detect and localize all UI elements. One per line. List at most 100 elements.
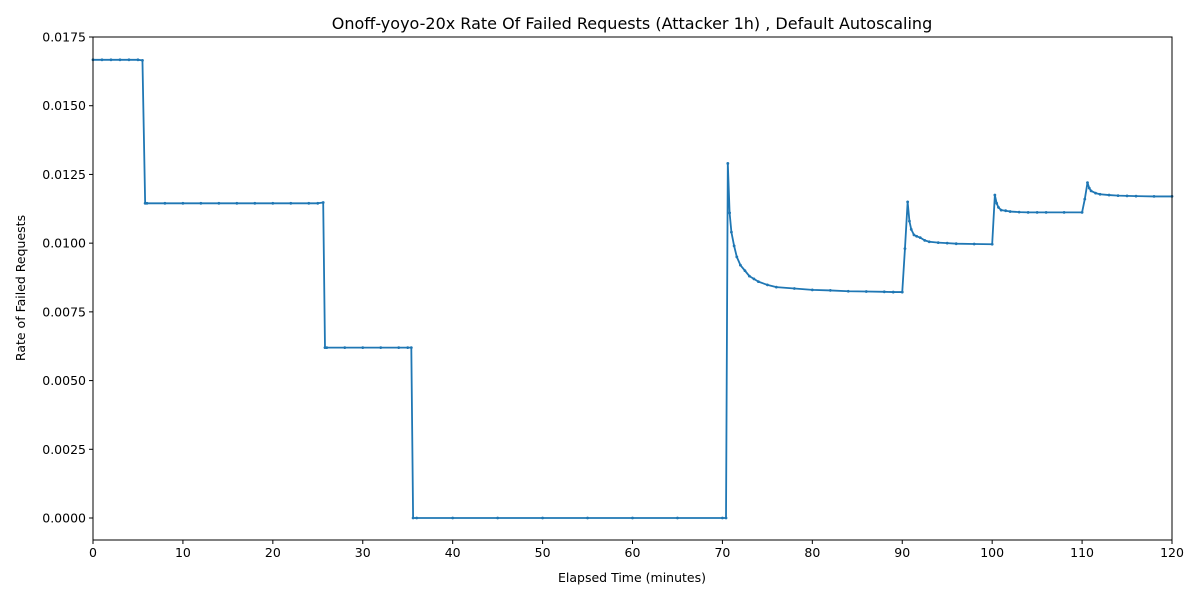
data-point bbox=[912, 233, 916, 237]
data-point bbox=[1062, 210, 1066, 214]
y-tick-label-6: 0.0150 bbox=[42, 98, 86, 113]
data-point bbox=[541, 516, 544, 520]
data-point bbox=[810, 288, 814, 292]
data-point bbox=[828, 289, 832, 292]
data-point bbox=[732, 244, 736, 248]
data-point bbox=[1017, 210, 1021, 214]
data-point bbox=[756, 280, 760, 284]
x-tick-label-1: 10 bbox=[175, 545, 191, 560]
data-point bbox=[743, 269, 747, 273]
data-point bbox=[726, 162, 730, 165]
y-tick-label-1: 0.0025 bbox=[42, 442, 86, 457]
data-point bbox=[972, 242, 976, 246]
data-point bbox=[936, 241, 940, 245]
data-point bbox=[109, 58, 113, 62]
x-tick-label-5: 50 bbox=[535, 545, 551, 560]
data-point bbox=[289, 201, 293, 205]
data-point bbox=[1004, 209, 1008, 213]
x-axis: 0 10 20 30 40 50 60 70 80 90 100 110 120 bbox=[89, 540, 1184, 560]
data-point bbox=[993, 193, 997, 197]
data-point bbox=[945, 241, 949, 245]
data-point bbox=[923, 239, 927, 242]
data-point bbox=[918, 236, 922, 240]
data-point bbox=[406, 346, 410, 349]
data-point bbox=[271, 201, 275, 205]
data-point bbox=[411, 516, 415, 520]
x-axis-title: Elapsed Time (minutes) bbox=[558, 570, 706, 585]
data-point bbox=[747, 274, 751, 278]
chart-title: Onoff-yoyo-20x Rate Of Failed Requests (… bbox=[332, 14, 932, 33]
x-tick-label-3: 30 bbox=[355, 545, 371, 560]
data-point bbox=[739, 263, 742, 267]
data-point bbox=[995, 201, 999, 205]
data-point bbox=[136, 58, 140, 62]
data-point bbox=[1125, 194, 1129, 198]
data-point bbox=[909, 228, 913, 231]
y-axis: 0.0000 0.0025 0.0050 0.0075 0.0100 0.0125 0.01… bbox=[42, 30, 93, 526]
data-point bbox=[891, 290, 895, 294]
y-tick-label-2: 0.0050 bbox=[42, 373, 86, 388]
data-point bbox=[846, 289, 850, 293]
data-point bbox=[199, 201, 203, 205]
data-point bbox=[307, 201, 311, 205]
y-tick-label-0: 0.0000 bbox=[42, 511, 86, 526]
data-point bbox=[415, 516, 419, 520]
data-point bbox=[1087, 186, 1091, 190]
data-point bbox=[1083, 197, 1087, 201]
data-point bbox=[127, 58, 131, 62]
plot-frame bbox=[92, 36, 1173, 541]
data-point bbox=[496, 516, 500, 520]
data-point bbox=[954, 242, 958, 246]
y-tick-label-7: 0.0175 bbox=[42, 30, 86, 45]
data-point bbox=[1086, 181, 1089, 185]
data-point bbox=[321, 201, 325, 204]
data-point bbox=[451, 516, 455, 520]
data-point bbox=[927, 240, 931, 244]
data-point bbox=[900, 290, 904, 294]
data-point bbox=[1116, 194, 1120, 198]
x-tick-label-4: 40 bbox=[445, 545, 461, 560]
x-tick-label-0: 0 bbox=[89, 545, 97, 560]
x-tick-label-12: 120 bbox=[1160, 545, 1184, 560]
data-point bbox=[1152, 195, 1156, 198]
data-point bbox=[752, 277, 756, 281]
x-tick-label-9: 90 bbox=[894, 545, 910, 560]
y-tick-label-3: 0.0075 bbox=[42, 304, 86, 319]
data-point bbox=[1026, 210, 1030, 214]
data-point bbox=[379, 346, 383, 349]
data-point bbox=[1080, 210, 1084, 214]
data-point bbox=[724, 516, 728, 520]
data-point bbox=[181, 201, 185, 205]
data-point bbox=[728, 211, 732, 215]
data-point bbox=[997, 206, 1000, 209]
data-point bbox=[864, 290, 868, 293]
data-point bbox=[1094, 191, 1097, 195]
data-point bbox=[676, 516, 679, 520]
series-layer bbox=[91, 58, 1174, 520]
data-point bbox=[730, 230, 733, 234]
data-point bbox=[999, 208, 1003, 212]
data-point bbox=[1044, 210, 1048, 214]
data-point bbox=[735, 255, 739, 259]
x-tick-label-2: 20 bbox=[265, 545, 281, 560]
data-point bbox=[325, 346, 329, 349]
data-point bbox=[765, 283, 769, 287]
data-point bbox=[1107, 193, 1111, 197]
data-point bbox=[343, 346, 347, 349]
data-point bbox=[721, 516, 724, 520]
x-tick-label-8: 80 bbox=[804, 545, 820, 560]
data-point bbox=[792, 287, 796, 290]
data-point bbox=[1098, 192, 1102, 196]
y-tick-label-5: 0.0125 bbox=[42, 167, 86, 182]
y-axis-title: Rate of Failed Requests bbox=[13, 215, 28, 361]
y-tick-label-4: 0.0100 bbox=[42, 236, 86, 251]
x-tick-label-7: 70 bbox=[714, 545, 730, 560]
data-point bbox=[235, 201, 239, 205]
data-point bbox=[1035, 210, 1039, 214]
data-point bbox=[397, 346, 401, 349]
data-point bbox=[217, 201, 221, 205]
data-point bbox=[1008, 210, 1012, 213]
data-point bbox=[163, 201, 167, 205]
data-point bbox=[145, 201, 149, 205]
